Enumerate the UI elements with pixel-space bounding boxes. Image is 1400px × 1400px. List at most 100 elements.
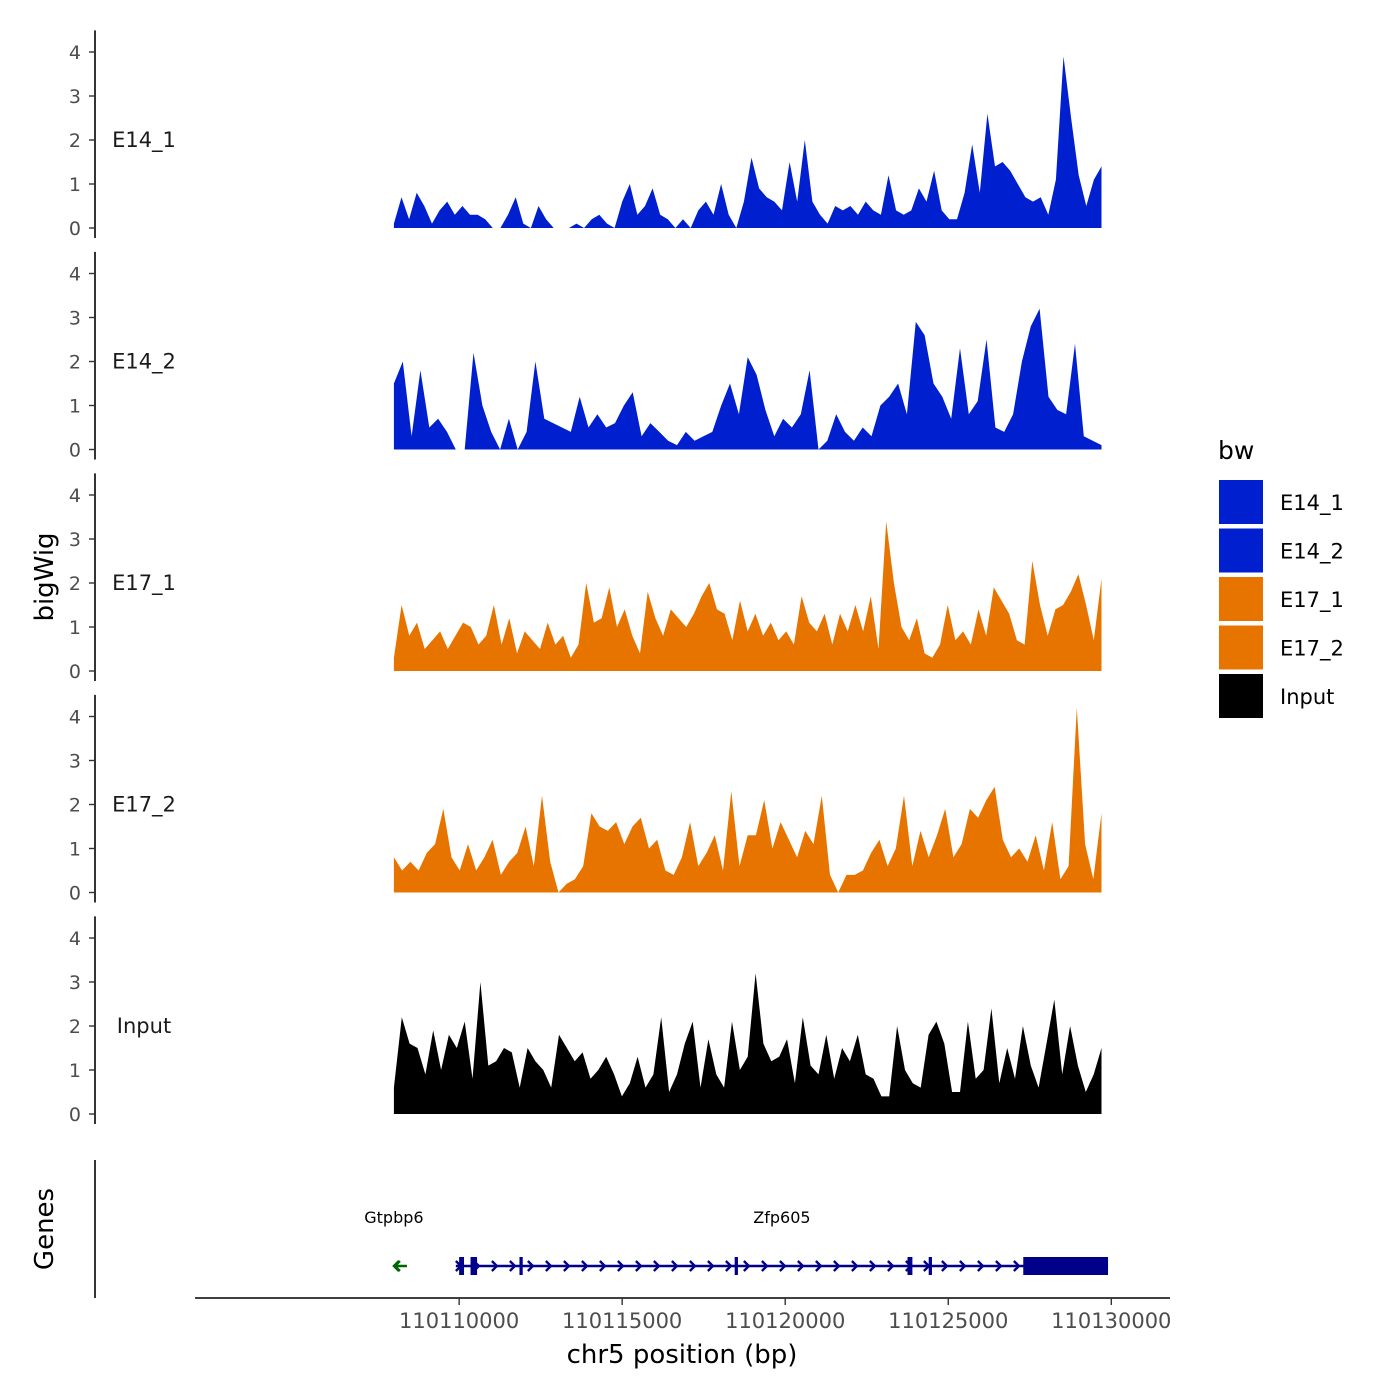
strand-arrow	[707, 1260, 715, 1272]
panel-Input: 0 1 2 3 4 Input	[69, 916, 1102, 1126]
panel-label: E14_1	[112, 128, 176, 153]
y-tick-label: 1	[69, 396, 81, 418]
strand-arrow	[617, 1260, 625, 1272]
y-tick-label: 2	[69, 795, 81, 817]
exon	[519, 1257, 523, 1275]
y-tick-label: 4	[69, 707, 81, 729]
panel-E17_1: 0 1 2 3 4 E17_1	[69, 473, 1102, 683]
strand-arrow	[959, 1260, 967, 1272]
strand-arrow	[779, 1260, 787, 1272]
strand-arrow	[815, 1260, 823, 1272]
exon	[459, 1257, 465, 1275]
y-tick-label: 3	[69, 86, 81, 108]
panel-label: Input	[117, 1014, 171, 1038]
y-tick-label: 0	[69, 661, 81, 683]
y-tick-label: 4	[69, 485, 81, 507]
legend-label: E17_2	[1280, 637, 1344, 662]
gene-label: Gtpbp6	[364, 1208, 423, 1227]
legend-label: E14_1	[1280, 491, 1344, 516]
area-E14_1	[393, 56, 1102, 229]
y-tick-label: 0	[69, 883, 81, 905]
x-tick-label: 110110000	[399, 1309, 519, 1333]
y-tick-label: 0	[69, 440, 81, 462]
exon	[734, 1257, 738, 1275]
legend-swatch-E14_2	[1219, 528, 1263, 573]
y-tick-label: 2	[69, 573, 81, 595]
y-tick-label: 1	[69, 174, 81, 196]
strand-arrow	[995, 1260, 1003, 1272]
strand-arrow	[671, 1260, 679, 1272]
y-tick-label: 4	[69, 42, 81, 64]
x-tick-label: 110130000	[1051, 1309, 1171, 1333]
y-tick-label: 3	[69, 972, 81, 994]
y-axis-title: bigWig	[30, 532, 60, 621]
strand-arrow	[743, 1260, 751, 1272]
strand-arrow	[491, 1260, 499, 1272]
legend-label: Input	[1280, 685, 1334, 709]
strand-arrow	[689, 1260, 697, 1272]
panel-label: E14_2	[112, 350, 176, 375]
legend-swatch-E14_1	[1219, 480, 1263, 524]
legend-swatch-Input	[1219, 674, 1263, 718]
y-tick-label: 4	[69, 264, 81, 286]
gene-Zfp605: Zfp605	[455, 1208, 1109, 1275]
x-axis-title: chr5 position (bp)	[567, 1340, 798, 1370]
legend-label: E17_1	[1280, 588, 1344, 613]
strand-arrow	[599, 1260, 607, 1272]
strand-arrow	[527, 1260, 535, 1272]
x-tick-label: 110115000	[562, 1309, 682, 1333]
legend: bw E14_1 E14_2 E17_1 E17_2 Input	[1218, 436, 1344, 718]
strand-arrow	[635, 1260, 643, 1272]
y-tick-label: 0	[69, 1104, 81, 1126]
strand-arrow	[563, 1260, 571, 1272]
x-tick-label: 110120000	[725, 1309, 845, 1333]
y-tick-label: 4	[69, 928, 81, 950]
y-tick-label: 1	[69, 617, 81, 639]
panel-E14_2: 0 1 2 3 4 E14_2	[69, 251, 1102, 462]
strand-arrow	[761, 1260, 769, 1272]
y-tick-label: 1	[69, 839, 81, 861]
exon	[928, 1257, 932, 1275]
strand-arrow	[887, 1260, 895, 1272]
y-tick-label: 0	[69, 218, 81, 240]
gene-label: Zfp605	[753, 1208, 810, 1227]
strand-arrow	[545, 1260, 553, 1272]
strand-arrow	[941, 1260, 949, 1272]
y-tick-label: 3	[69, 529, 81, 551]
y-tick-label: 3	[69, 308, 81, 330]
gene-track: Genes Gtpbp6 Zfp605	[30, 1160, 1109, 1298]
y-tick-label: 2	[69, 352, 81, 374]
exon	[907, 1257, 913, 1275]
strand-arrow	[725, 1260, 733, 1272]
strand-arrow	[392, 1260, 400, 1272]
area-E17_1	[393, 521, 1102, 671]
panel-label: E17_2	[112, 793, 176, 818]
x-tick-label: 110125000	[888, 1309, 1008, 1333]
y-tick-label: 3	[69, 751, 81, 773]
strand-arrow	[869, 1260, 877, 1272]
panel-E17_2: 0 1 2 3 4 E17_2	[69, 694, 1102, 905]
exon	[470, 1257, 478, 1275]
strand-arrow	[1013, 1260, 1021, 1272]
legend-label: E14_2	[1280, 540, 1344, 565]
exon	[1023, 1257, 1109, 1275]
strand-arrow	[833, 1260, 841, 1272]
area-E17_2	[393, 707, 1102, 893]
strand-arrow	[581, 1260, 589, 1272]
strand-arrow	[797, 1260, 805, 1272]
y-tick-label: 2	[69, 130, 81, 152]
x-axis: 110110000 110115000 110120000 110125000 1101…	[195, 1297, 1171, 1333]
legend-swatch-E17_1	[1219, 577, 1263, 621]
signal-tracks: 0 1 2 3 4 E14_1 0 1 2 3 4 E14_2 0 1 2 3 4 E17_1 0 1 2 3 4 E17_2…	[69, 30, 1102, 1126]
y-tick-label: 2	[69, 1016, 81, 1038]
strand-arrow	[977, 1260, 985, 1272]
panel-E14_1: 0 1 2 3 4 E14_1	[69, 30, 1102, 240]
area-E14_2	[393, 308, 1102, 450]
strand-arrow	[509, 1260, 517, 1272]
y-tick-label: 1	[69, 1060, 81, 1082]
gene-track-title: Genes	[30, 1188, 60, 1270]
panel-label: E17_1	[112, 571, 176, 596]
gene-Gtpbp6: Gtpbp6	[364, 1208, 424, 1272]
strand-arrow	[653, 1260, 661, 1272]
